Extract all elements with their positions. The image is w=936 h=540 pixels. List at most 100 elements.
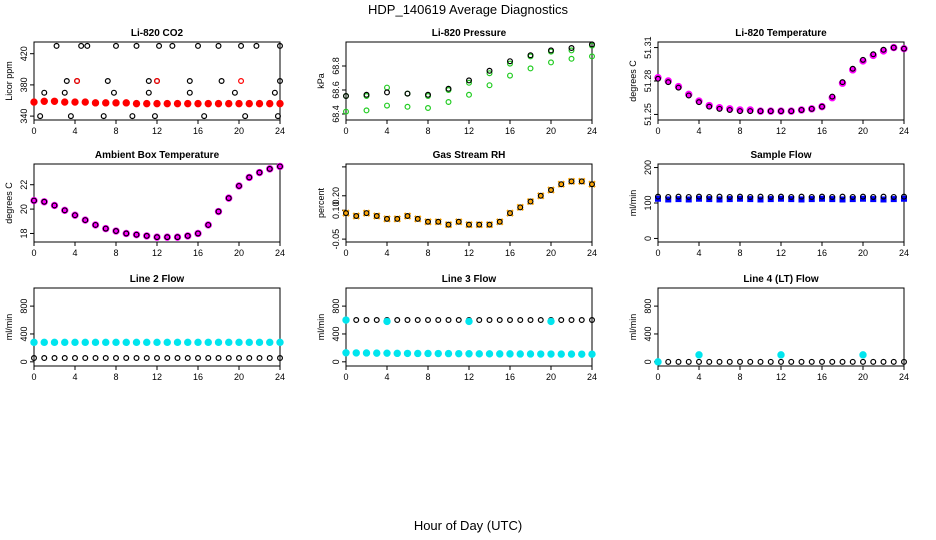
data-point: [507, 317, 514, 324]
data-point: [527, 317, 534, 324]
data-point: [277, 163, 284, 170]
data-point: [393, 349, 401, 358]
data-point: [445, 317, 452, 324]
data-point: [235, 99, 243, 108]
data-point: [537, 192, 544, 199]
data-point: [665, 193, 672, 200]
data-point: [174, 354, 181, 361]
data-point: [425, 218, 432, 225]
data-point: [588, 350, 596, 358]
y-tick-label: 68.8: [331, 57, 341, 75]
data-point: [849, 65, 856, 72]
data-point: [231, 89, 238, 96]
data-point: [716, 193, 723, 200]
data-point: [215, 208, 222, 215]
x-tick-label: 16: [817, 248, 827, 258]
data-point: [798, 106, 805, 113]
data-point: [486, 221, 493, 228]
data-point: [173, 338, 182, 347]
data-point: [274, 113, 281, 120]
data-point: [537, 317, 544, 324]
data-point: [277, 77, 284, 84]
x-tick-label: 4: [384, 372, 389, 382]
chart-title: Line 4 (LT) Flow: [743, 274, 819, 285]
x-tick-label: 24: [275, 372, 285, 382]
data-point: [870, 51, 877, 58]
data-point: [266, 354, 273, 361]
x-tick-label: 12: [776, 126, 786, 136]
data-point: [225, 354, 232, 361]
data-point: [53, 42, 60, 49]
data-point: [373, 213, 380, 220]
x-tick-label: 24: [275, 248, 285, 258]
data-point: [82, 217, 89, 224]
x-tick-label: 8: [113, 126, 118, 136]
data-point: [788, 358, 795, 365]
data-point: [466, 77, 473, 84]
data-point: [30, 338, 38, 347]
data-point: [352, 349, 360, 357]
data-point: [394, 215, 401, 222]
data-point: [384, 84, 391, 91]
data-point: [654, 75, 661, 82]
data-point: [353, 213, 360, 220]
data-point: [143, 232, 150, 239]
data-point: [547, 350, 555, 358]
y-tick-label: 0: [643, 236, 653, 241]
data-point: [507, 72, 514, 79]
data-point: [71, 338, 79, 347]
data-point: [132, 99, 141, 108]
chart-title: Li-820 Pressure: [432, 28, 507, 39]
data-point: [507, 60, 514, 67]
x-tick-label: 16: [817, 372, 827, 382]
data-point: [132, 338, 141, 347]
data-point: [547, 47, 554, 54]
x-tick-label: 20: [234, 248, 244, 258]
data-point: [225, 338, 233, 347]
data-point: [63, 77, 70, 84]
y-tick-label: 0: [19, 359, 29, 364]
data-point: [186, 77, 193, 84]
data-point: [201, 113, 208, 120]
chart-panel: Sample Flow 0 4 8 12 16 20 24 0 100 200 ml/min: [628, 150, 909, 258]
data-point: [547, 59, 554, 66]
data-point: [798, 193, 805, 200]
data-point: [184, 99, 192, 108]
data-point: [195, 230, 202, 237]
data-point: [588, 53, 595, 60]
x-tick-label: 8: [737, 372, 742, 382]
y-axis-label: degrees C: [628, 60, 638, 102]
data-point: [74, 77, 81, 84]
data-point: [100, 113, 107, 120]
data-point: [404, 213, 411, 220]
data-point: [363, 317, 370, 324]
data-point: [238, 42, 245, 49]
data-point: [425, 91, 432, 98]
data-point: [218, 77, 225, 84]
y-tick-label: 68.6: [331, 81, 341, 99]
data-point: [84, 42, 91, 49]
data-point: [517, 204, 524, 211]
y-tick-label: 0: [643, 359, 653, 364]
data-point: [31, 197, 38, 204]
data-point: [225, 195, 232, 202]
data-point: [788, 108, 795, 115]
data-point: [859, 351, 867, 359]
data-point: [890, 193, 897, 200]
data-point: [547, 187, 554, 194]
data-point: [154, 77, 161, 84]
x-tick-label: 4: [384, 126, 389, 136]
y-tick-label: 200: [643, 160, 653, 175]
data-point: [839, 193, 846, 200]
data-point: [476, 317, 483, 324]
data-point: [568, 47, 575, 54]
data-point: [466, 221, 473, 228]
chart-title: Li-820 CO2: [131, 28, 184, 39]
data-point: [557, 350, 565, 358]
data-point: [129, 113, 136, 120]
data-point: [78, 42, 85, 49]
data-point: [71, 98, 79, 106]
data-point: [112, 42, 119, 49]
data-point: [455, 349, 463, 358]
